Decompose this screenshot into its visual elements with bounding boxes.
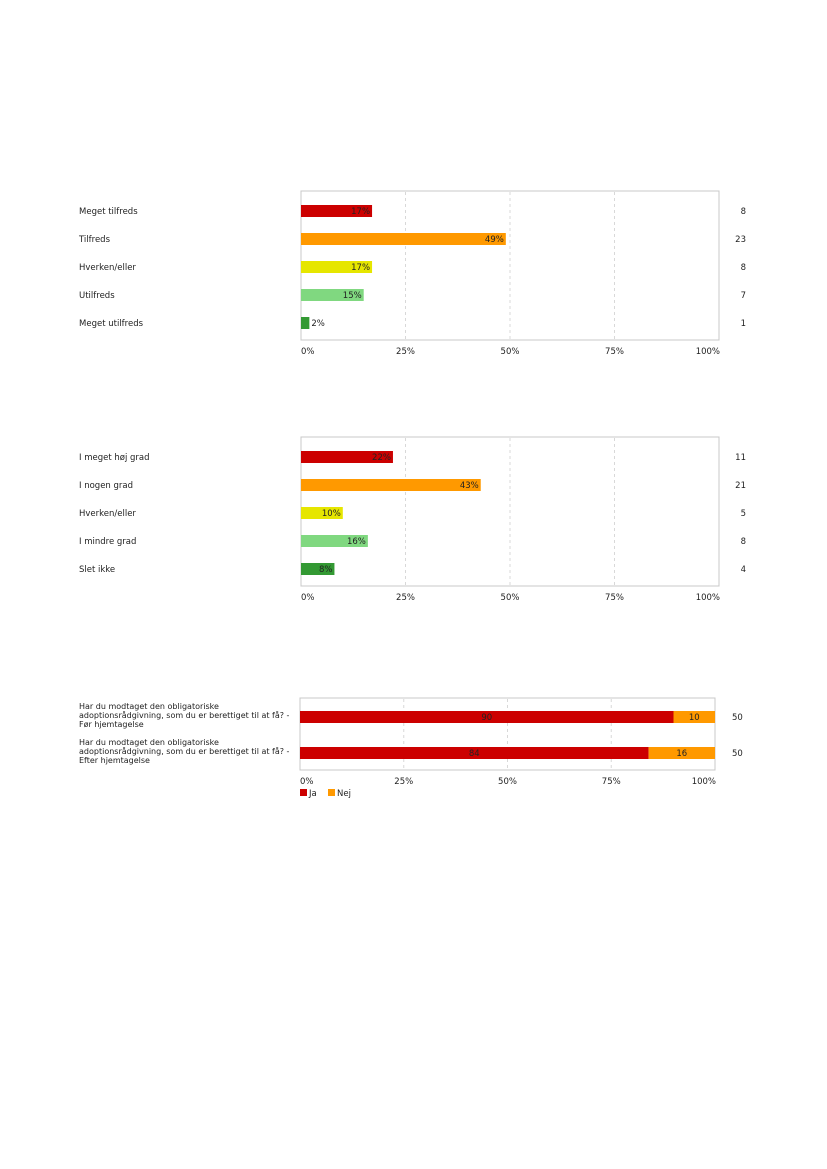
x-tick-label: 75% (605, 347, 624, 357)
category-label: I nogen grad (79, 481, 133, 491)
category-label: Før hjemtagelse (79, 720, 144, 729)
category-label: Har du modtaget den obligatoriske (79, 702, 219, 711)
bar (301, 289, 364, 301)
x-tick-label: 100% (696, 593, 720, 603)
bar-value-label: 49% (485, 235, 504, 245)
bar-segment (300, 711, 674, 723)
bar-value-label: 10% (322, 509, 341, 519)
category-label: Utilfreds (79, 291, 115, 301)
count-label: 8 (741, 263, 746, 273)
bar-value-label: 16 (676, 749, 687, 759)
bar (301, 317, 310, 329)
bar-segment (300, 747, 649, 759)
bar (301, 535, 368, 547)
x-tick-label: 75% (602, 777, 621, 787)
x-tick-label: 25% (396, 347, 415, 357)
plot-frame (299, 697, 716, 771)
x-tick-label: 100% (692, 777, 716, 787)
bar-segment (673, 711, 715, 723)
count-label: 8 (741, 207, 746, 217)
bar-value-label: 15% (343, 291, 362, 301)
count-label: 7 (741, 291, 746, 301)
x-tick-label: 75% (605, 593, 624, 603)
x-tick-label: 0% (300, 777, 314, 787)
bar (301, 479, 481, 491)
bar-value-label: 10 (689, 713, 700, 723)
bar-value-label: 17% (351, 263, 370, 273)
count-label: 4 (741, 565, 746, 575)
legend-swatch (328, 789, 335, 796)
bar-value-label: 43% (460, 481, 479, 491)
bar-segment (648, 747, 715, 759)
category-label: Meget utilfreds (79, 319, 144, 329)
count-label: 21 (735, 481, 746, 491)
x-tick-label: 100% (696, 347, 720, 357)
bar-value-label: 2% (311, 319, 325, 329)
legend-label: Nej (337, 789, 351, 799)
category-label: Hverken/eller (79, 263, 136, 273)
x-tick-label: 50% (498, 777, 517, 787)
count-label: 50 (732, 749, 743, 759)
category-label: Slet ikke (79, 565, 115, 575)
bar-value-label: 8% (319, 565, 333, 575)
count-label: 1 (741, 319, 746, 329)
x-tick-label: 25% (396, 593, 415, 603)
bar-value-label: 22% (372, 453, 391, 463)
bar-value-label: 90 (481, 713, 492, 723)
x-tick-label: 50% (501, 593, 520, 603)
count-label: 50 (732, 713, 743, 723)
bar (301, 261, 373, 273)
bar (301, 233, 506, 245)
category-label: Har du modtaget den obligatoriske (79, 738, 219, 747)
legend-swatch (300, 789, 307, 796)
legend-label: Ja (308, 789, 317, 799)
category-label: I meget høj grad (79, 453, 150, 463)
count-label: 8 (741, 537, 746, 547)
bar (301, 205, 373, 217)
category-label: adoptionsrådgivning, som du er berettige… (79, 710, 290, 720)
count-label: 11 (735, 453, 746, 463)
x-tick-label: 0% (301, 593, 315, 603)
x-tick-label: 0% (301, 347, 315, 357)
bar-value-label: 16% (347, 537, 366, 547)
category-label: Meget tilfreds (79, 207, 138, 217)
bar (301, 563, 335, 575)
x-tick-label: 25% (394, 777, 413, 787)
category-label: Efter hjemtagelse (79, 756, 150, 765)
category-label: adoptionsrådgivning, som du er berettige… (79, 746, 290, 756)
bar-value-label: 84 (469, 749, 480, 759)
category-label: Tilfreds (78, 235, 111, 245)
bar-value-label: 17% (351, 207, 370, 217)
bar (301, 507, 343, 519)
category-label: I mindre grad (79, 537, 136, 547)
count-label: 5 (741, 509, 746, 519)
count-label: 23 (735, 235, 746, 245)
x-tick-label: 50% (501, 347, 520, 357)
category-label: Hverken/eller (79, 509, 136, 519)
bar (301, 451, 393, 463)
